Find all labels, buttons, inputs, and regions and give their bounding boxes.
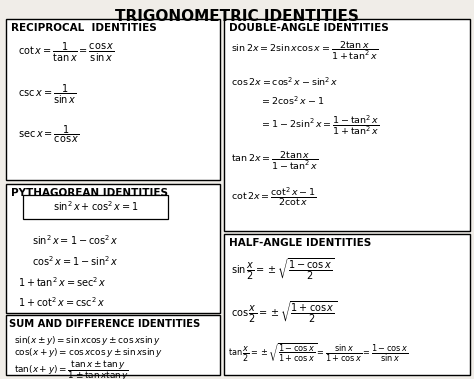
Text: $\cos^2 x = 1 - \sin^2 x$: $\cos^2 x = 1 - \sin^2 x$ <box>32 254 118 268</box>
Text: $\cot x = \dfrac{1}{\tan x} = \dfrac{\cos x}{\sin x}$: $\cot x = \dfrac{1}{\tan x} = \dfrac{\co… <box>18 41 114 64</box>
Text: RECIPROCAL  IDENTITIES: RECIPROCAL IDENTITIES <box>11 23 157 33</box>
Text: $\sin(x \pm y) = \sin x \cos y \pm \cos x \sin y$: $\sin(x \pm y) = \sin x \cos y \pm \cos … <box>14 334 161 346</box>
Text: $\cos 2x = \cos^2 x - \sin^2 x$: $\cos 2x = \cos^2 x - \sin^2 x$ <box>231 76 339 88</box>
Text: $\tan 2x = \dfrac{2\tan x}{1 - \tan^2 x}$: $\tan 2x = \dfrac{2\tan x}{1 - \tan^2 x}… <box>231 150 319 172</box>
Text: $= 2\cos^2 x - 1$: $= 2\cos^2 x - 1$ <box>260 95 324 107</box>
FancyBboxPatch shape <box>6 315 220 375</box>
Text: $\sin^2 x = 1 - \cos^2 x$: $\sin^2 x = 1 - \cos^2 x$ <box>32 233 118 247</box>
Text: $\cot 2x = \dfrac{\cot^2 x - 1}{2\cot x}$: $\cot 2x = \dfrac{\cot^2 x - 1}{2\cot x}… <box>231 186 317 208</box>
Text: $\sin 2x = 2\sin x \cos x = \dfrac{2\tan x}{1 + \tan^2 x}$: $\sin 2x = 2\sin x \cos x = \dfrac{2\tan… <box>231 40 379 62</box>
Text: $\sec x = \dfrac{1}{\cos x}$: $\sec x = \dfrac{1}{\cos x}$ <box>18 124 79 146</box>
Text: $1 + \tan^2 x = \sec^2 x$: $1 + \tan^2 x = \sec^2 x$ <box>18 275 106 288</box>
Text: SUM AND DIFFERENCE IDENTITIES: SUM AND DIFFERENCE IDENTITIES <box>9 319 201 329</box>
Text: $\cos(x + y) = \cos x \cos y \pm \sin x \sin y$: $\cos(x + y) = \cos x \cos y \pm \sin x … <box>14 346 164 359</box>
FancyBboxPatch shape <box>6 184 220 313</box>
Text: $\tan(x + y) = \dfrac{\tan x \pm \tan y}{1 \pm \tan x \tan y}$: $\tan(x + y) = \dfrac{\tan x \pm \tan y}… <box>14 358 129 379</box>
Text: $\sin^2 x + \cos^2 x = 1$: $\sin^2 x + \cos^2 x = 1$ <box>53 200 138 213</box>
Text: $\cos\dfrac{x}{2} = \pm\sqrt{\dfrac{1 + \cos x}{2}}$: $\cos\dfrac{x}{2} = \pm\sqrt{\dfrac{1 + … <box>231 299 337 325</box>
FancyBboxPatch shape <box>224 234 470 375</box>
FancyBboxPatch shape <box>23 195 168 219</box>
Text: PYTHAGOREAN IDENTITIES: PYTHAGOREAN IDENTITIES <box>11 188 168 197</box>
Text: $= 1 - 2\sin^2 x = \dfrac{1 - \tan^2 x}{1 + \tan^2 x}$: $= 1 - 2\sin^2 x = \dfrac{1 - \tan^2 x}{… <box>260 113 379 137</box>
Text: $1 + \cot^2 x = \csc^2 x$: $1 + \cot^2 x = \csc^2 x$ <box>18 296 105 309</box>
FancyBboxPatch shape <box>6 19 220 180</box>
Text: $\csc x = \dfrac{1}{\sin x}$: $\csc x = \dfrac{1}{\sin x}$ <box>18 83 76 106</box>
Text: HALF-ANGLE IDENTITIES: HALF-ANGLE IDENTITIES <box>229 238 371 247</box>
FancyBboxPatch shape <box>224 19 470 231</box>
Text: DOUBLE-ANGLE IDENTITIES: DOUBLE-ANGLE IDENTITIES <box>229 23 389 33</box>
Text: $\sin\dfrac{x}{2} = \pm\sqrt{\dfrac{1 - \cos x}{2}}$: $\sin\dfrac{x}{2} = \pm\sqrt{\dfrac{1 - … <box>231 257 335 282</box>
Text: $\tan\dfrac{x}{2} = \pm\sqrt{\dfrac{1-\cos x}{1+\cos x}} = \dfrac{\sin x}{1+\cos: $\tan\dfrac{x}{2} = \pm\sqrt{\dfrac{1-\c… <box>228 342 408 364</box>
Text: TRIGONOMETRIC IDENTITIES: TRIGONOMETRIC IDENTITIES <box>115 9 359 25</box>
